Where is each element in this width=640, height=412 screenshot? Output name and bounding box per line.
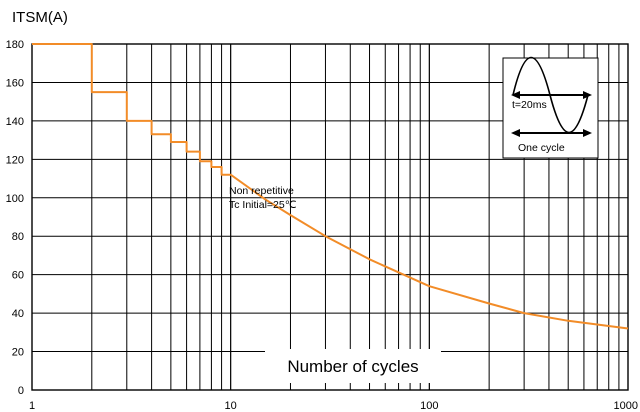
series-line-0 — [32, 43, 629, 330]
x-tick-labels: 1 10 100 1000 — [29, 400, 638, 412]
series-layer — [32, 43, 629, 330]
y-tick-label: 100 — [6, 193, 24, 205]
y-tick-label: 20 — [12, 347, 24, 359]
y-tick-labels: 0 20 40 60 80 100 120 140 160 180 — [6, 39, 24, 397]
annotation-tc-initial: Tc Initial=25℃ — [229, 199, 297, 211]
annotation-non-repetitive: Non repetitive — [229, 185, 294, 197]
y-tick-label: 40 — [12, 308, 24, 320]
x-axis-label: Number of cycles — [287, 357, 418, 376]
y-tick-label: 0 — [18, 385, 24, 397]
x-tick-label: 10 — [225, 400, 237, 412]
y-tick-label: 80 — [12, 231, 24, 243]
period-arrow-right-head — [583, 91, 592, 99]
x-tick-label: 100 — [420, 400, 438, 412]
plot-frame — [31, 43, 629, 391]
period-arrow-left-head — [511, 91, 520, 99]
cycle-label: One cycle — [518, 142, 565, 154]
period-label: t=20ms — [512, 99, 547, 111]
y-tick-label: 120 — [6, 154, 24, 166]
y-tick-label: 180 — [6, 39, 24, 51]
y-tick-label: 140 — [6, 116, 24, 128]
waveform-inset: t=20ms One cycle — [502, 57, 599, 159]
x-tick-label: 1 — [29, 400, 35, 412]
y-tick-label: 160 — [6, 77, 24, 89]
grid — [31, 43, 629, 391]
x-axis-label-box — [265, 349, 441, 383]
cycle-arrow-right-head — [583, 129, 592, 137]
cycle-arrow-left-head — [511, 129, 520, 137]
x-tick-label: 1000 — [614, 400, 638, 412]
y-tick-label: 60 — [12, 270, 24, 282]
y-axis-label: ITSM(A) — [12, 9, 68, 26]
